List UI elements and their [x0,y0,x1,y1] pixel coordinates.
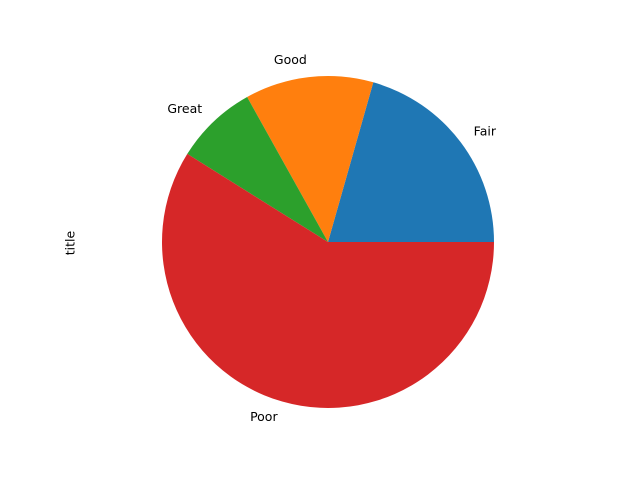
slice-label-great: Great [167,101,202,116]
pie-labels: Fair Good Great Poor [167,52,496,424]
pie-slice-great [187,97,328,243]
slice-label-good: Good [274,52,307,67]
pie-slice-good [247,75,374,242]
slice-label-fair: Fair [474,123,497,138]
pie-slices [161,75,494,409]
slice-label-poor: Poor [250,409,278,424]
pie-slice-fair [328,82,494,242]
y-axis-label: title [63,230,78,255]
pie-slice-poor [161,153,494,409]
